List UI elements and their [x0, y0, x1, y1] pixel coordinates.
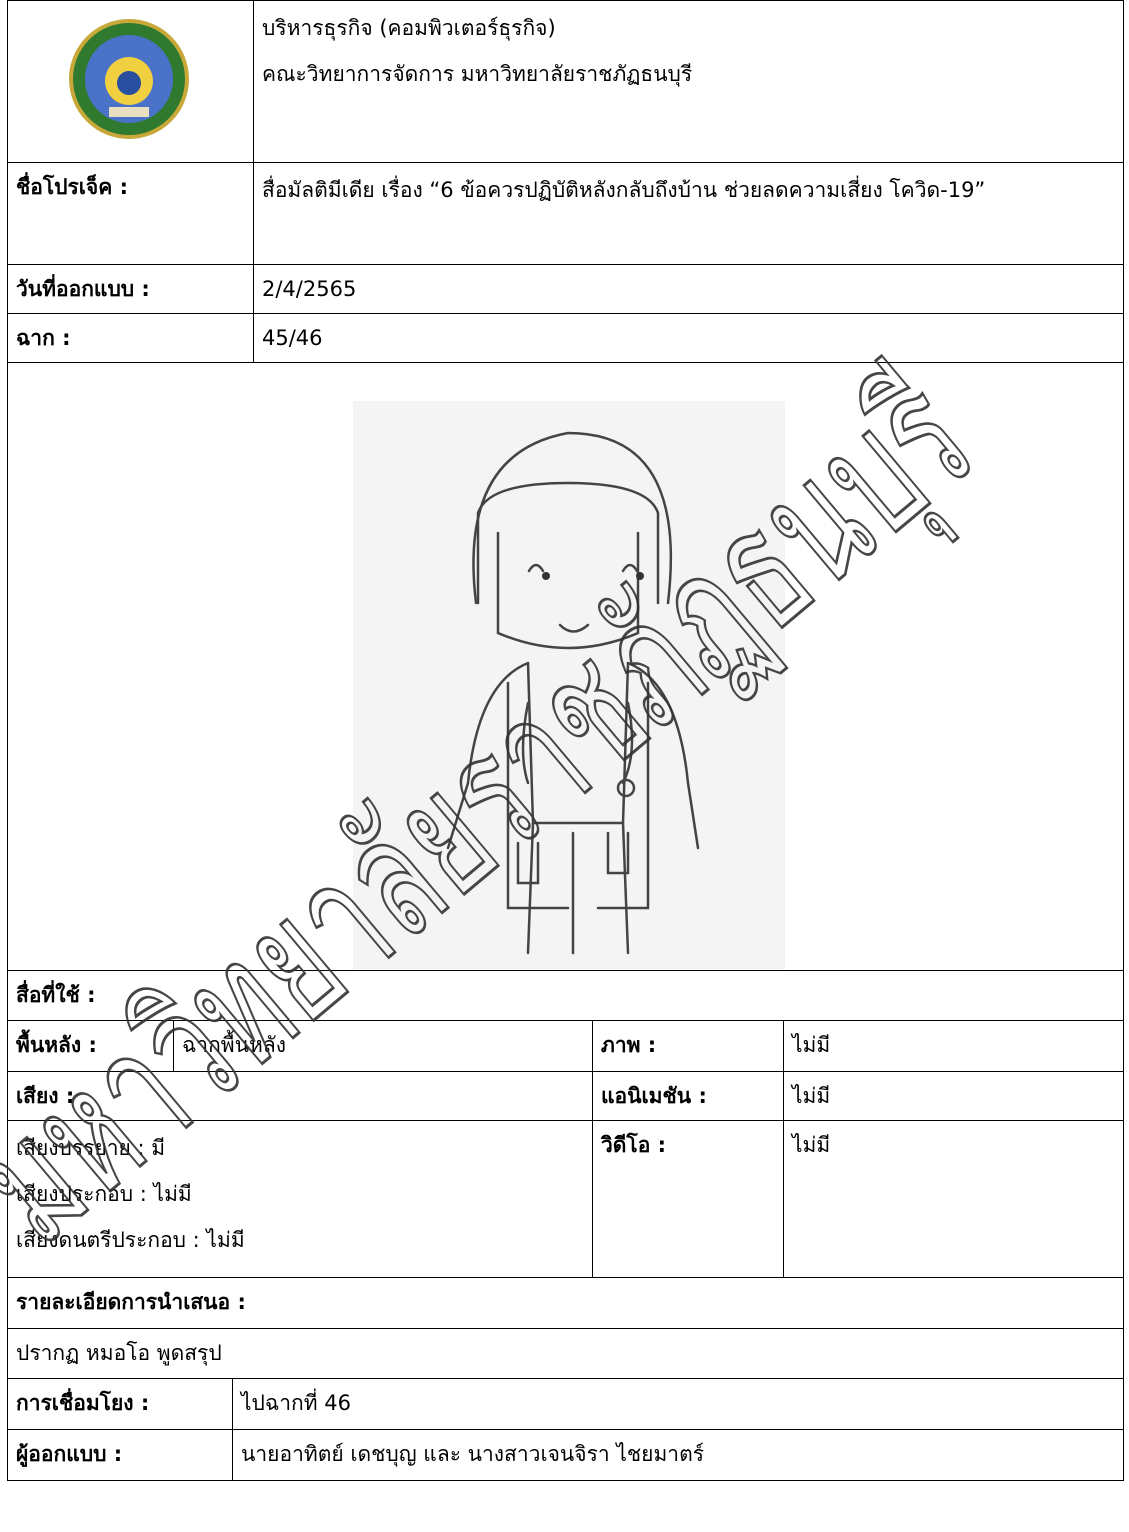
sound-item: เสียงบรรยาย : มี: [16, 1136, 166, 1160]
label: พื้นหลัง :: [7, 1020, 173, 1071]
value: ไปฉากที่ 46: [232, 1378, 1124, 1429]
label-text: การเชื่อมโยง :: [16, 1391, 150, 1415]
value: ปรากฏ หมอโอ พูดสรุป: [7, 1328, 1124, 1378]
value-text: 45/46: [262, 326, 323, 350]
storyboard-form: บริหารธุรกิจ (คอมพิวเตอร์ธุรกิจ) คณะวิทย…: [7, 0, 1124, 1481]
label: ภาพ :: [592, 1020, 783, 1071]
logo: [69, 19, 189, 139]
scene-image-cell: [7, 362, 1124, 970]
value: ไม่มี: [783, 1120, 1124, 1277]
value: ไม่มี: [783, 1071, 1124, 1120]
sound-details: เสียงบรรยาย : มี เสียงประกอบ : ไม่มี เสี…: [7, 1120, 592, 1277]
value: ฉากพื้นหลัง: [173, 1020, 592, 1071]
value-text: ฉากพื้นหลัง: [182, 1033, 286, 1057]
program: บริหารธุรกิจ (คอมพิวเตอร์ธุรกิจ): [262, 16, 556, 40]
label-text: ชื่อโปรเจ็ค :: [16, 175, 128, 199]
label-text: วันที่ออกแบบ :: [16, 277, 150, 301]
value-text: 2/4/2565: [262, 277, 357, 301]
header-text: บริหารธุรกิจ (คอมพิวเตอร์ธุรกิจ) คณะวิทย…: [253, 0, 1124, 162]
label: การเชื่อมโยง :: [7, 1378, 232, 1429]
label: วิดีโอ :: [592, 1120, 783, 1277]
label-text: เสียง :: [16, 1084, 75, 1108]
sound-item: เสียงประกอบ : ไม่มี: [16, 1182, 192, 1206]
value-text: ไม่มี: [792, 1033, 831, 1057]
value: นายอาทิตย์ เดชบุญ และ นางสาวเจนจิรา ไชยม…: [232, 1429, 1124, 1481]
label: สื่อที่ใช้ :: [7, 970, 1124, 1020]
label: แอนิเมชัน :: [592, 1071, 783, 1120]
value: ไม่มี: [783, 1020, 1124, 1071]
value-text: สื่อมัลติมีเดีย เรื่อง “6 ข้อควรปฏิบัติห…: [262, 178, 986, 202]
value: 45/46: [253, 313, 1124, 362]
value-text: ไม่มี: [792, 1133, 831, 1157]
label-text: วิดีโอ :: [601, 1133, 667, 1157]
value-text: ไม่มี: [792, 1084, 831, 1108]
value-text: ไปฉากที่ 46: [241, 1391, 351, 1415]
value: 2/4/2565: [253, 264, 1124, 313]
label: ผู้ออกแบบ :: [7, 1429, 232, 1481]
label-text: พื้นหลัง :: [16, 1033, 97, 1057]
sound-item: เสียงดนตรีประกอบ : ไม่มี: [16, 1228, 245, 1252]
label-text: แอนิเมชัน :: [601, 1084, 707, 1108]
label: วันที่ออกแบบ :: [7, 264, 253, 313]
label-text: รายละเอียดการนำเสนอ :: [16, 1290, 246, 1314]
label: ฉาก :: [7, 313, 253, 362]
value-text: นายอาทิตย์ เดชบุญ และ นางสาวเจนจิรา ไชยม…: [241, 1442, 705, 1466]
scene-sketch: [353, 401, 785, 969]
label-text: สื่อที่ใช้ :: [16, 983, 96, 1007]
label: รายละเอียดการนำเสนอ :: [7, 1277, 1124, 1328]
value: สื่อมัลติมีเดีย เรื่อง “6 ข้อควรปฏิบัติห…: [253, 162, 1124, 264]
label-text: ฉาก :: [16, 326, 71, 350]
faculty: คณะวิทยาการจัดการ มหาวิทยาลัยราชภัฏธนบุร…: [262, 62, 693, 86]
label: เสียง :: [7, 1071, 592, 1120]
value-text: ปรากฏ หมอโอ พูดสรุป: [16, 1341, 222, 1365]
label: ชื่อโปรเจ็ค :: [7, 162, 253, 264]
label-text: ผู้ออกแบบ :: [16, 1442, 123, 1466]
logo-cell: [7, 0, 253, 162]
label-text: ภาพ :: [601, 1033, 657, 1057]
